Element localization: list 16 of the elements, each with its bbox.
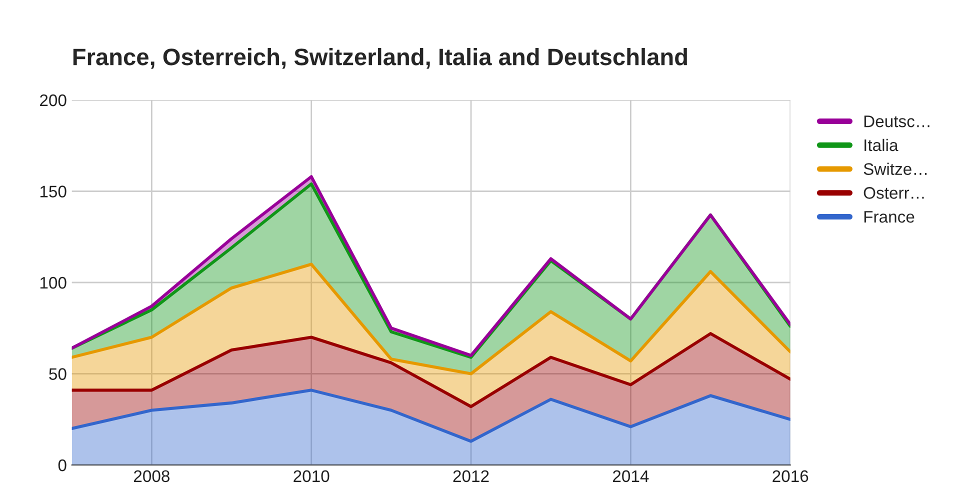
x-tick-label: 2016	[772, 470, 808, 482]
y-tick-label: 50	[49, 368, 66, 380]
chart-title: France, Osterreich, Switzerland, Italia and Deutschland	[73, 48, 687, 69]
legend-label: Italia	[864, 138, 898, 152]
x-tick-label: 2010	[294, 470, 330, 482]
y-tick-label: 200	[40, 94, 66, 106]
x-tick-label: 2008	[134, 470, 170, 482]
y-tick-label: 150	[40, 186, 66, 198]
y-tick-label: 0	[58, 459, 66, 472]
legend-label: France	[864, 211, 914, 223]
x-tick-label: 2012	[453, 470, 489, 482]
x-tick-label: 2014	[612, 470, 649, 482]
legend-label: Osterr…	[864, 187, 924, 199]
legend-label: Deutsc…	[864, 116, 930, 128]
y-tick-label: 100	[40, 276, 66, 289]
legend-label: Switze…	[864, 162, 927, 175]
